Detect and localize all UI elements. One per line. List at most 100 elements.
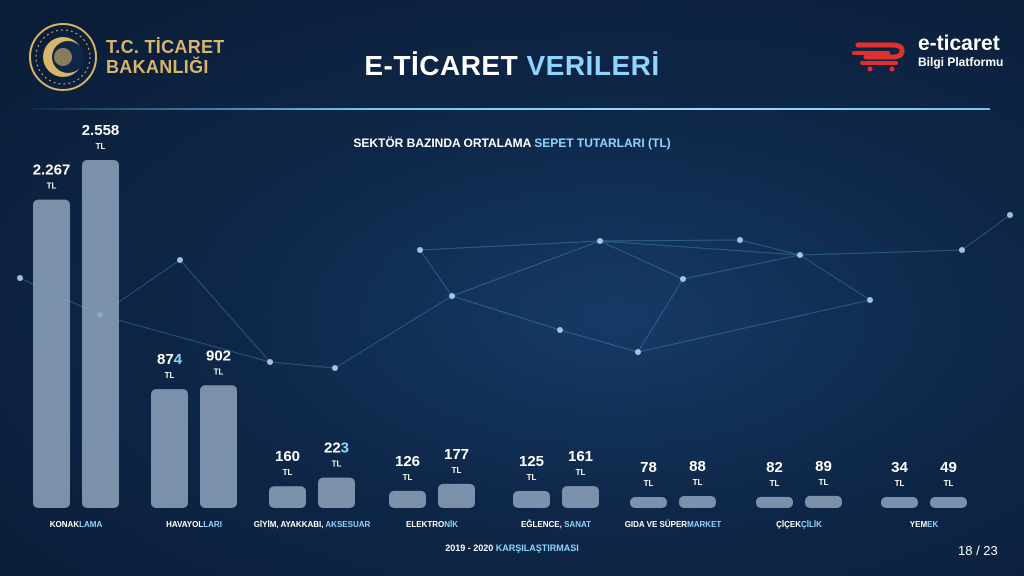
brand-name: e-ticaret xyxy=(918,32,1000,55)
bar xyxy=(562,486,599,508)
network-node xyxy=(17,275,23,281)
page-title: E-TİCARET VERİLERİ xyxy=(0,50,1024,82)
bar-unit-label: TL xyxy=(165,371,175,380)
bar-unit-label: TL xyxy=(283,468,293,477)
bar-value-label: 82 xyxy=(766,459,783,476)
network-line xyxy=(419,249,453,297)
bar-value-label: 161 xyxy=(568,448,593,465)
network-line xyxy=(334,295,453,369)
network-line xyxy=(599,240,684,280)
bar-value-label: 125 xyxy=(519,453,544,470)
bar-unit-label: TL xyxy=(644,479,654,488)
bar-value-label: 902 xyxy=(206,347,231,364)
network-line xyxy=(637,278,684,353)
bar-unit-label: TL xyxy=(403,473,413,482)
brand-subtitle: Bilgi Platformu xyxy=(918,55,1004,69)
network-node xyxy=(680,276,686,282)
page-title-part1: E-TİCARET xyxy=(364,50,519,81)
comparison-note: 2019 - 2020 KARŞILAŞTIRMASI xyxy=(0,543,1024,553)
bar xyxy=(805,495,842,508)
bar xyxy=(151,389,188,508)
bar-unit-label: TL xyxy=(944,479,954,488)
network-line xyxy=(451,240,601,297)
chart-title-part2: SEPET TUTARLARI (TL) xyxy=(534,136,671,150)
ministry-line2: BAKANLIĞI xyxy=(106,57,209,77)
bar-unit-label: TL xyxy=(527,473,537,482)
bar-value-label: 160 xyxy=(275,448,300,465)
bar-unit-label: TL xyxy=(693,478,703,487)
bar-unit-label: TL xyxy=(895,479,905,488)
network-line xyxy=(269,361,336,369)
category-label: ELEKTRONİK xyxy=(406,520,458,529)
bar xyxy=(269,486,306,508)
bar xyxy=(679,496,716,508)
bar xyxy=(930,497,967,508)
category-label: HAVAYOLLARI xyxy=(166,520,222,529)
bar-unit-label: TL xyxy=(452,466,462,475)
network-node xyxy=(267,359,273,365)
category-label: GİYİM, AYAKKABI, AKSESUAR xyxy=(254,520,371,529)
network-node xyxy=(597,238,603,244)
bar-unit-label: TL xyxy=(819,478,829,487)
bar xyxy=(630,497,667,508)
bar-value-label: 88 xyxy=(689,458,706,475)
bar-unit-label: TL xyxy=(47,182,57,191)
network-line xyxy=(961,214,1011,251)
network-line xyxy=(682,254,801,280)
bar xyxy=(389,490,426,508)
bar xyxy=(881,497,918,508)
page-title-part2: VERİLERİ xyxy=(526,50,660,81)
bar-unit-label: TL xyxy=(96,142,106,151)
network-node xyxy=(332,365,338,371)
category-label: GIDA VE SÜPERMARKET xyxy=(625,520,722,529)
network-line xyxy=(451,295,561,331)
bar-value-label: 78 xyxy=(640,459,657,476)
bar xyxy=(756,496,793,508)
bar-unit-label: TL xyxy=(214,367,224,376)
bar-value-label: 89 xyxy=(815,458,832,475)
page-number: 18 / 23 xyxy=(958,543,998,558)
ministry-name: T.C. TİCARET BAKANLIĞI xyxy=(106,37,225,77)
chart-title-part1: SEKTÖR BAZINDA ORTALAMA xyxy=(353,136,531,150)
bar xyxy=(82,160,119,508)
network-node xyxy=(797,252,803,258)
bar-value-label: 49 xyxy=(940,459,957,476)
network-line xyxy=(419,240,601,251)
network-line xyxy=(799,254,871,301)
bar-value-label: 177 xyxy=(444,446,469,463)
bar-value-label: 223 xyxy=(324,440,349,457)
network-node xyxy=(737,237,743,243)
network-node xyxy=(177,257,183,263)
comparison-note-part1: 2019 - 2020 xyxy=(445,543,494,553)
network-node xyxy=(959,247,965,253)
ministry-emblem-icon xyxy=(29,23,97,91)
header-divider xyxy=(30,108,990,110)
network-line xyxy=(99,314,271,363)
bar-unit-label: TL xyxy=(576,468,586,477)
bar-unit-label: TL xyxy=(332,460,342,469)
chart-title: SEKTÖR BAZINDA ORTALAMA SEPET TUTARLARI … xyxy=(0,136,1024,150)
bar-value-label: 2.267 xyxy=(33,162,71,179)
network-line xyxy=(179,259,271,363)
bar-value-label: 874 xyxy=(157,351,183,368)
network-line xyxy=(559,329,639,353)
category-label: KONAKLAMA xyxy=(50,520,103,529)
category-label: YEMEK xyxy=(910,520,939,529)
bar xyxy=(318,477,355,508)
network-node xyxy=(1007,212,1013,218)
bar xyxy=(33,199,70,508)
network-node xyxy=(557,327,563,333)
bar-value-label: 34 xyxy=(891,459,908,476)
network-line xyxy=(739,239,801,256)
network-line xyxy=(599,239,741,242)
bar-value-label: 126 xyxy=(395,453,420,470)
network-line xyxy=(799,249,963,256)
category-label: EĞLENCE, SANAT xyxy=(521,520,591,529)
bar xyxy=(438,483,475,508)
network-node xyxy=(417,247,423,253)
network-node xyxy=(449,293,455,299)
network-line xyxy=(637,299,871,353)
category-label: ÇİÇEKÇİLİK xyxy=(776,520,822,529)
comparison-note-part2: KARŞILAŞTIRMASI xyxy=(495,543,579,553)
